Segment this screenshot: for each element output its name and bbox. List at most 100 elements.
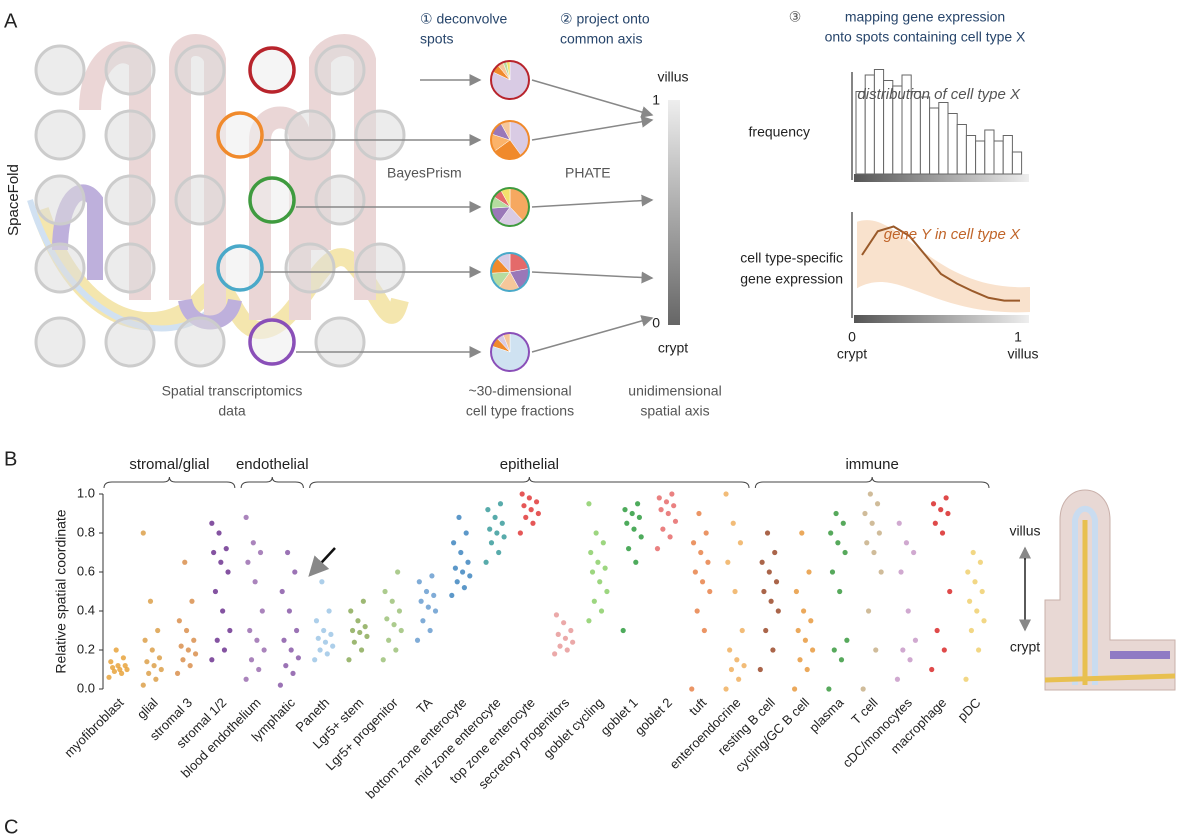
histogram-bar: [1002, 135, 1013, 175]
data-point: [694, 608, 700, 614]
selected-spot: [248, 318, 296, 366]
histogram-bar: [947, 113, 958, 175]
data-point: [707, 588, 713, 595]
data-point: [429, 573, 435, 579]
data-point: [391, 622, 397, 628]
data-point: [254, 637, 260, 643]
data-point: [285, 549, 291, 556]
data-point: [142, 637, 148, 643]
data-point: [833, 510, 839, 517]
data-point: [728, 666, 735, 673]
data-point: [626, 546, 632, 552]
basal-layer: [1044, 673, 1176, 683]
x-tick-label: goblet 2: [632, 695, 675, 738]
pie-ring: [490, 60, 530, 100]
data-point: [907, 657, 913, 663]
data-point: [432, 608, 439, 614]
data-point: [965, 569, 971, 575]
step-label: ① deconvolve: [420, 11, 507, 27]
data-point: [393, 647, 399, 653]
data-point: [313, 618, 320, 624]
data-point: [286, 608, 292, 614]
data-point: [669, 491, 675, 497]
data-point: [763, 627, 769, 634]
data-point: [844, 637, 850, 643]
step-label: spots: [420, 31, 453, 47]
data-point: [660, 526, 666, 532]
step-label: mapping gene expression: [845, 9, 1005, 25]
data-point: [384, 616, 390, 622]
data-point: [979, 588, 985, 595]
data-point: [248, 657, 255, 663]
data-point: [690, 540, 697, 546]
method-label: PHATE: [565, 165, 611, 181]
x-tick-label: pDC: [955, 695, 984, 724]
data-point: [183, 627, 190, 634]
data-point: [140, 530, 146, 536]
data-point: [494, 530, 500, 536]
data-point: [624, 520, 630, 526]
data-point: [801, 608, 807, 614]
data-point: [110, 664, 116, 671]
data-point: [416, 579, 422, 585]
histogram-bar: [938, 102, 949, 175]
confidence-band: [857, 220, 1030, 313]
data-point: [146, 670, 152, 677]
selected-spot: [248, 46, 296, 94]
y-tick-label: 0.0: [77, 680, 95, 695]
data-point: [865, 608, 872, 614]
spot: [284, 242, 336, 294]
data-point: [840, 520, 846, 526]
pie-ring: [490, 120, 530, 160]
data-point: [209, 657, 215, 663]
data-point: [517, 530, 523, 536]
data-point: [360, 598, 366, 604]
spot: [34, 44, 86, 96]
data-point: [723, 686, 729, 692]
group-bracket: [103, 476, 236, 489]
data-point: [386, 637, 392, 643]
caption: cell type fractions: [466, 403, 574, 419]
data-point: [739, 627, 745, 634]
data-point: [701, 627, 707, 634]
arrow: [531, 271, 654, 284]
group-bracket: [240, 476, 304, 489]
data-point: [826, 686, 832, 692]
data-point: [963, 676, 969, 682]
data-point: [629, 510, 635, 517]
data-point: [497, 501, 504, 507]
data-point: [348, 608, 354, 614]
data-point: [939, 530, 946, 536]
data-point: [665, 510, 671, 517]
data-point: [496, 549, 502, 556]
data-point: [622, 507, 628, 513]
data-point: [119, 670, 125, 677]
spot: [104, 242, 156, 294]
data-point: [106, 674, 112, 680]
data-point: [499, 520, 505, 526]
data-point: [570, 639, 576, 645]
data-point: [604, 588, 610, 595]
data-point: [564, 647, 570, 653]
data-point: [561, 620, 567, 626]
y-tick-label: 0.6: [77, 563, 95, 578]
data-point: [656, 495, 662, 501]
arrow: [531, 315, 654, 353]
gradient-bar: [854, 315, 1029, 323]
data-point: [252, 579, 258, 585]
data-point: [364, 633, 370, 639]
data-point: [793, 588, 800, 595]
step-label: ② project onto: [560, 11, 650, 27]
data-point: [757, 666, 763, 673]
data-point: [283, 663, 289, 669]
x-tick-label: TA: [413, 695, 435, 717]
data-point: [635, 501, 641, 507]
data-point: [898, 569, 904, 575]
data-point: [864, 540, 870, 546]
data-point: [602, 565, 608, 571]
data-point: [723, 491, 729, 497]
data-point: [483, 559, 489, 565]
data-point: [828, 530, 834, 536]
spot: [34, 174, 86, 226]
spot: [284, 109, 336, 161]
